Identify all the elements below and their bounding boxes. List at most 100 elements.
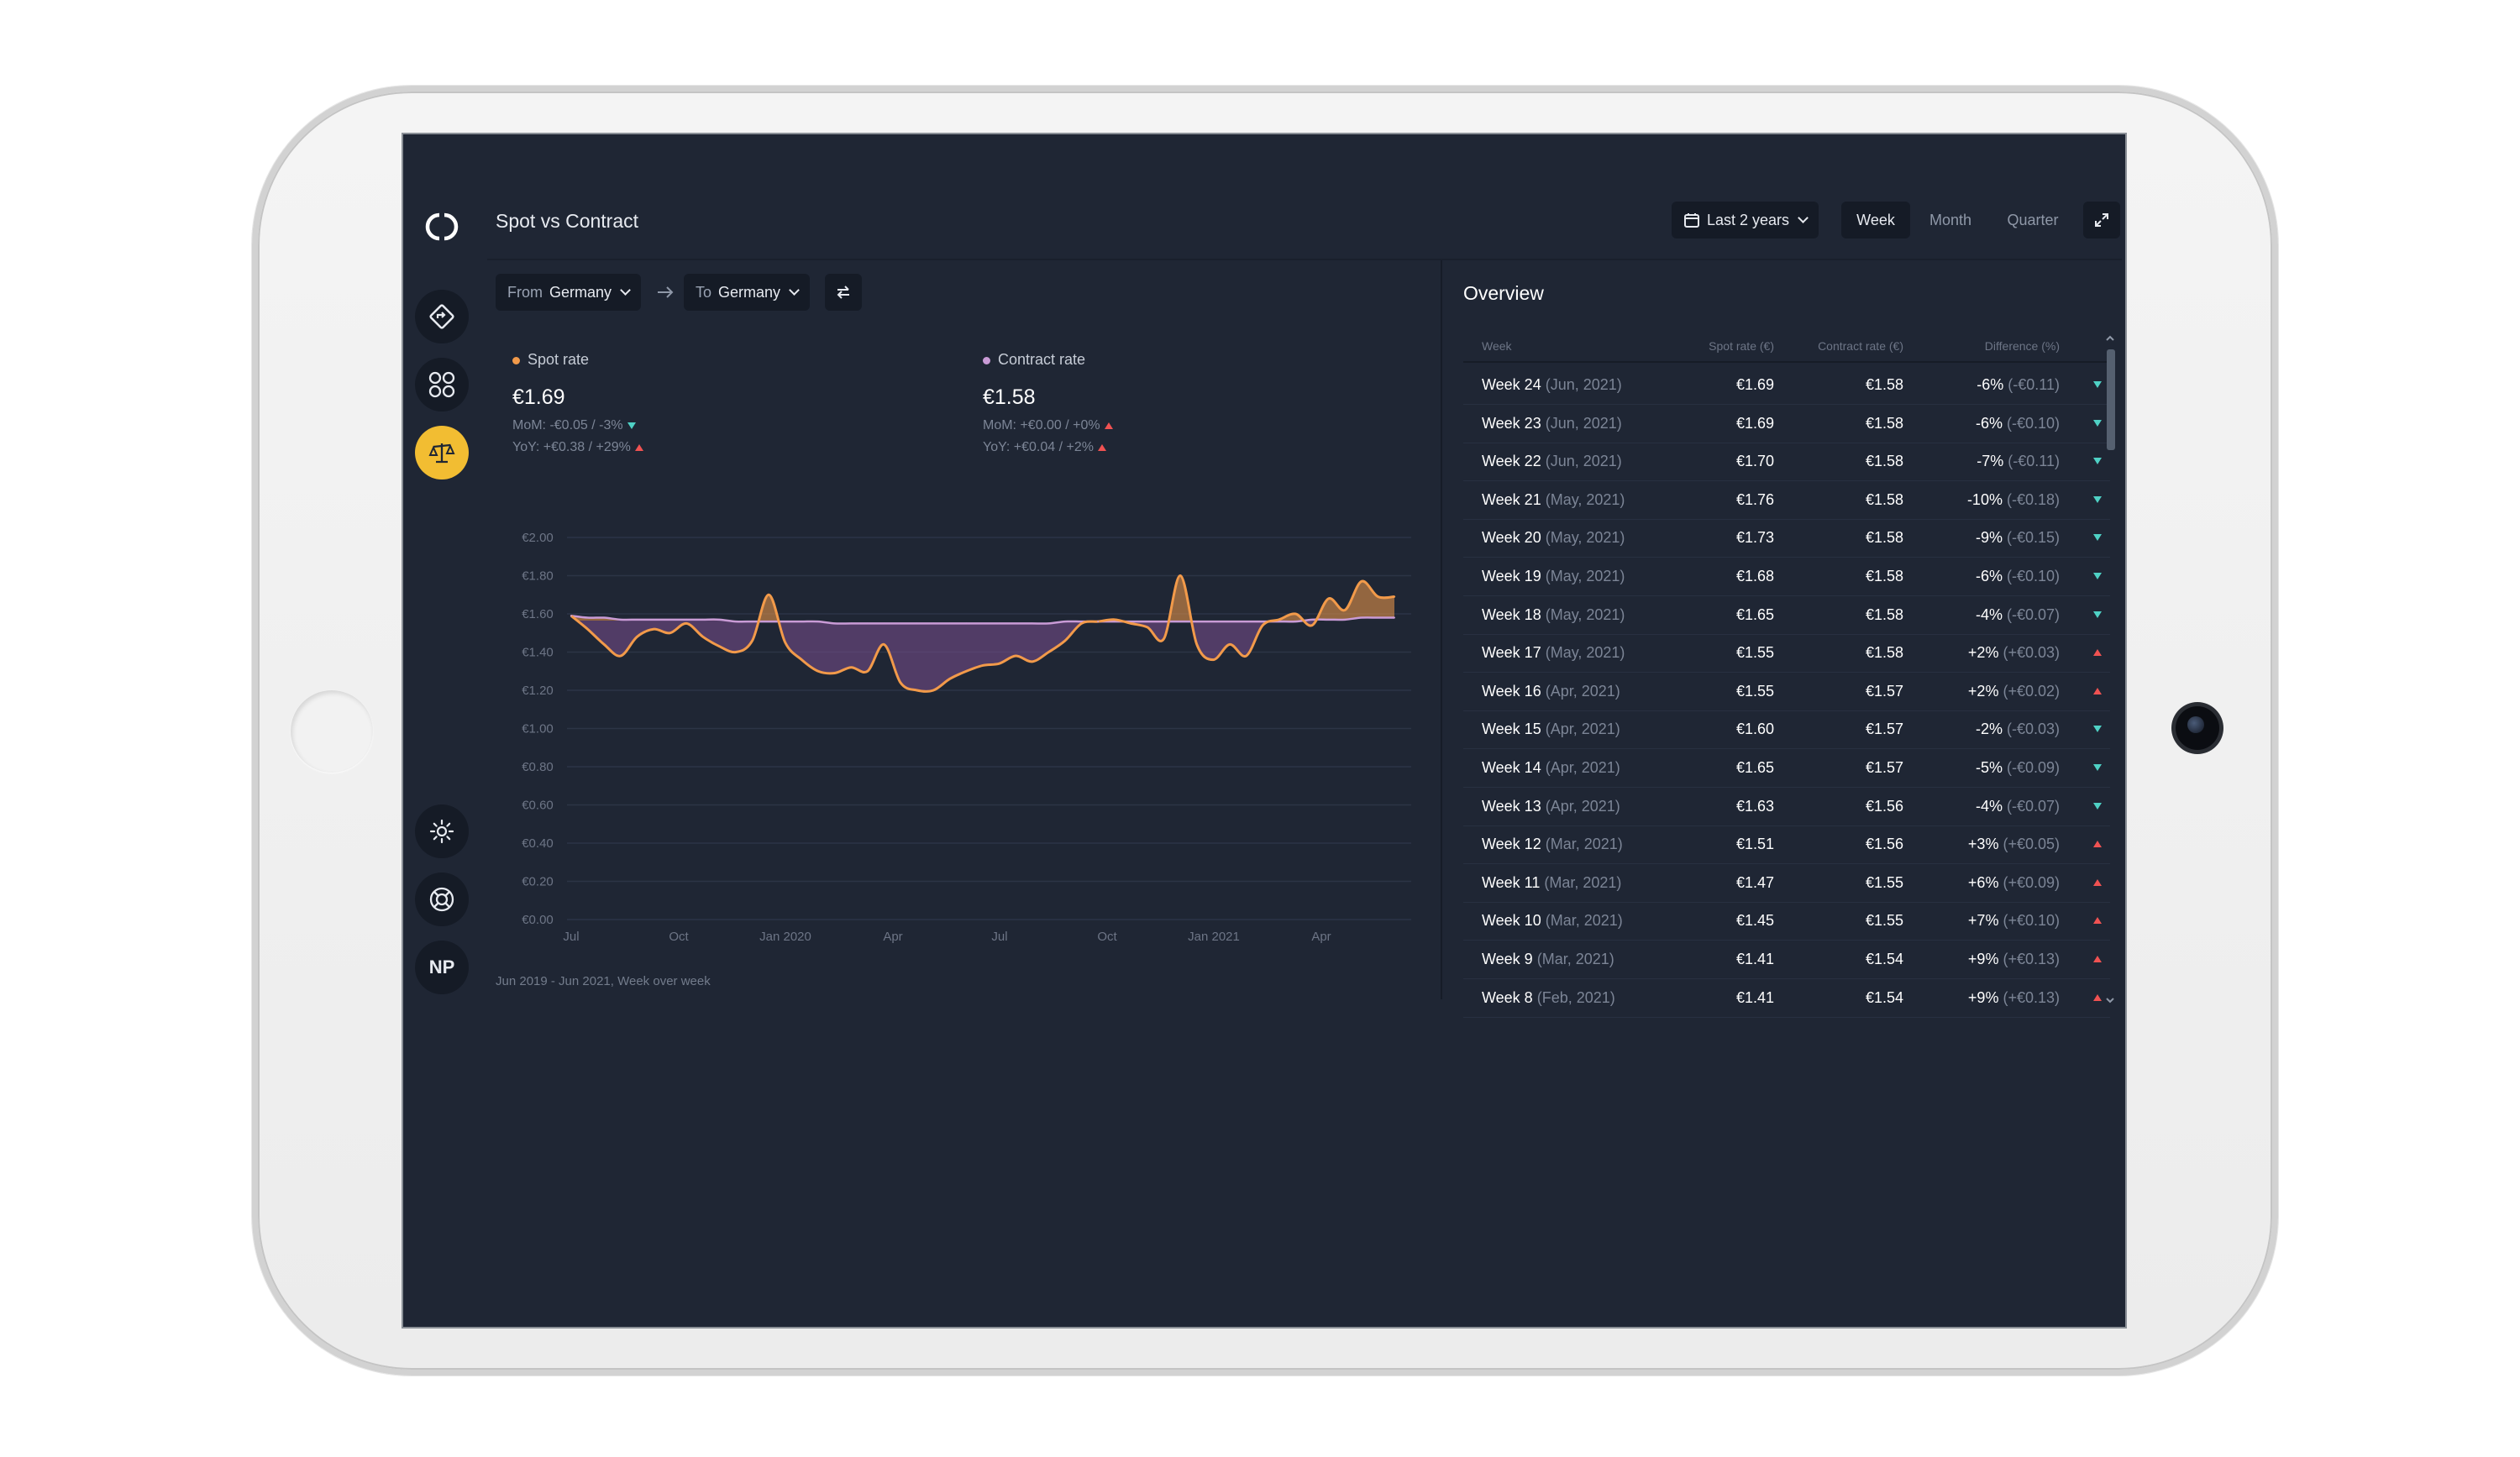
contract-rate-label: Contract rate (983, 351, 1113, 369)
row-difference: -2% (-€0.03) (1975, 721, 2060, 738)
x-tick-label: Jan 2021 (1188, 930, 1240, 944)
row-week: Week 24 (Jun, 2021) (1482, 376, 1622, 393)
x-tick-label: Apr (883, 930, 902, 944)
sidebar-item-apps[interactable] (415, 358, 469, 411)
trend-down-icon (2093, 611, 2102, 618)
x-tick-label: Oct (1097, 930, 1117, 944)
date-range-value: Last 2 years (1707, 211, 1790, 228)
table-row[interactable]: Week 15 (Apr, 2021) €1.60 €1.57 -2% (-€0.03… (1463, 710, 2110, 750)
from-label: From (507, 283, 543, 301)
table-row[interactable]: Week 16 (Apr, 2021) €1.55 €1.57 +2% (+€0.02… (1463, 673, 2110, 711)
table-row[interactable]: Week 24 (Jun, 2021) €1.69 €1.58 -6% (-€0.11… (1463, 366, 2110, 405)
table-row[interactable]: Week 18 (May, 2021) €1.65 €1.58 -4% (-€0.07… (1463, 596, 2110, 635)
row-difference: -4% (-€0.07) (1975, 605, 2060, 623)
sidebar-item-spot-vs-contract[interactable] (415, 426, 469, 480)
row-contract-rate: €1.58 (1865, 644, 1903, 662)
granularity-week[interactable]: Week (1841, 202, 1910, 238)
contract-rate-point (751, 621, 753, 623)
table-row[interactable]: Week 14 (Apr, 2021) €1.65 €1.57 -5% (-€0.09… (1463, 749, 2110, 788)
table-row[interactable]: Week 9 (Mar, 2021) €1.41 €1.54 +9% (+€0.13) (1463, 941, 2110, 979)
balance-scale-icon (428, 443, 455, 464)
spot-rate-point (768, 594, 770, 596)
table-row[interactable]: Week 20 (May, 2021) €1.73 €1.58 -9% (-€0.15… (1463, 519, 2110, 558)
col-difference[interactable]: Difference (%) (1984, 339, 2060, 353)
chevron-down-icon (620, 285, 631, 296)
row-spot-rate: €1.55 (1735, 644, 1774, 662)
row-week: Week 13 (Apr, 2021) (1482, 797, 1620, 815)
col-week[interactable]: Week (1482, 339, 1512, 353)
row-spot-rate: €1.41 (1735, 951, 1774, 967)
row-difference: -7% (-€0.11) (1977, 453, 2060, 470)
help-button[interactable] (415, 873, 469, 926)
trend-up-icon (2093, 993, 2102, 1001)
header-divider (487, 259, 2122, 260)
spot-rate-point (1278, 618, 1280, 621)
contract-rate-point (718, 618, 721, 621)
avatar[interactable]: NP (415, 941, 469, 994)
col-spot-rate[interactable]: Spot rate (€) (1709, 339, 1774, 353)
contract-rate-yoy: YoY: +€0.04 / +2% (983, 440, 1113, 455)
row-spot-rate: €1.45 (1735, 912, 1774, 930)
overview-table-header: Week Spot rate (€) Contract rate (€) Dif… (1463, 329, 2110, 363)
overview-scrollbar[interactable] (2103, 329, 2117, 1009)
to-country-select[interactable]: To Germany (684, 274, 811, 311)
table-row[interactable]: Week 23 (Jun, 2021) €1.69 €1.58 -6% (-€0.10… (1463, 405, 2110, 443)
spot-vs-contract-chart[interactable]: €2.00 €1.80 €1.60 €1.40 €1.20 €1.00 €0.80 €0.60… (487, 512, 1428, 1083)
table-row[interactable]: Week 17 (May, 2021) €1.55 €1.58 +2% (+€0.03… (1463, 634, 2110, 673)
x-tick-label: Jul (563, 930, 579, 944)
sidebar-item-routes[interactable] (415, 290, 469, 343)
home-button[interactable] (291, 690, 373, 773)
table-row[interactable]: Week 21 (May, 2021) €1.76 €1.58 -10% (-€0.1… (1463, 481, 2110, 520)
spot-rate-point (1113, 618, 1116, 621)
date-range-picker[interactable]: Last 2 years (1672, 202, 1819, 238)
row-contract-rate: €1.58 (1865, 414, 1903, 432)
trend-down-icon (2093, 764, 2102, 771)
page-title: Spot vs Contract (496, 210, 639, 232)
table-row[interactable]: Week 22 (Jun, 2021) €1.70 €1.58 -7% (-€0.11… (1463, 443, 2110, 482)
contract-rate-point (850, 622, 853, 625)
x-tick-label: Oct (669, 930, 689, 944)
col-contract-rate[interactable]: Contract rate (€) (1818, 339, 1903, 353)
swap-countries-button[interactable] (825, 274, 862, 311)
contract-rate-point (1294, 621, 1297, 623)
table-row[interactable]: Week 13 (Apr, 2021) €1.63 €1.56 -4% (-€0.07… (1463, 788, 2110, 826)
table-row[interactable]: Week 12 (Mar, 2021) €1.51 €1.56 +3% (+€0.05… (1463, 825, 2110, 865)
row-difference: +9% (+€0.13) (1967, 988, 2060, 1006)
spot-rate-point (1360, 580, 1363, 583)
granularity-quarter[interactable]: Quarter (2007, 211, 2059, 228)
table-row[interactable]: Week 8 (Feb, 2021) €1.41 €1.54 +9% (+€0.13) (1463, 979, 2110, 1018)
contract-rate-point (1047, 622, 1050, 625)
contract-rate-point (768, 621, 770, 623)
contract-rate-stats: Contract rate €1.58 MoM: +€0.00 / +0% Yo… (983, 351, 1113, 455)
contract-rate-point (1015, 622, 1017, 625)
scrollbar-thumb[interactable] (2107, 349, 2115, 450)
spot-rate-point (1063, 639, 1067, 642)
spot-rate-point (652, 628, 655, 631)
granularity-month[interactable]: Month (1929, 211, 1972, 228)
spot-rate-point (1179, 574, 1182, 577)
spot-rate-label: Spot rate (512, 351, 643, 369)
table-row[interactable]: Week 11 (Mar, 2021) €1.47 €1.55 +6% (+€0.09… (1463, 864, 2110, 903)
from-country-select[interactable]: From Germany (496, 274, 642, 311)
contract-rate-point (1064, 621, 1066, 623)
contract-rate-point (653, 618, 654, 621)
row-spot-rate: €1.69 (1735, 414, 1774, 432)
fullscreen-button[interactable] (2083, 202, 2120, 238)
contract-rate-point (1394, 616, 1395, 619)
row-spot-rate: €1.73 (1735, 529, 1774, 547)
x-tick-label: Jan 2020 (759, 930, 811, 944)
row-spot-rate: €1.60 (1735, 721, 1774, 738)
route-icon (429, 304, 454, 329)
brand-logo-icon[interactable] (425, 210, 459, 244)
spot-rate-point (1015, 654, 1017, 658)
contract-rate-point (801, 621, 803, 623)
contract-rate-point (1113, 621, 1116, 623)
spot-legend-dot (512, 357, 520, 364)
row-week: Week 14 (Apr, 2021) (1482, 759, 1620, 776)
theme-toggle-button[interactable] (415, 804, 469, 858)
x-tick-label: Apr (1311, 930, 1331, 944)
table-row[interactable]: Week 19 (May, 2021) €1.68 €1.58 -6% (-€0.10… (1463, 558, 2110, 596)
chart-caption: Jun 2019 - Jun 2021, Week over week (496, 974, 711, 988)
table-row[interactable]: Week 10 (Mar, 2021) €1.45 €1.55 +7% (+€0.10… (1463, 902, 2110, 941)
spot-rate-point (816, 670, 820, 673)
